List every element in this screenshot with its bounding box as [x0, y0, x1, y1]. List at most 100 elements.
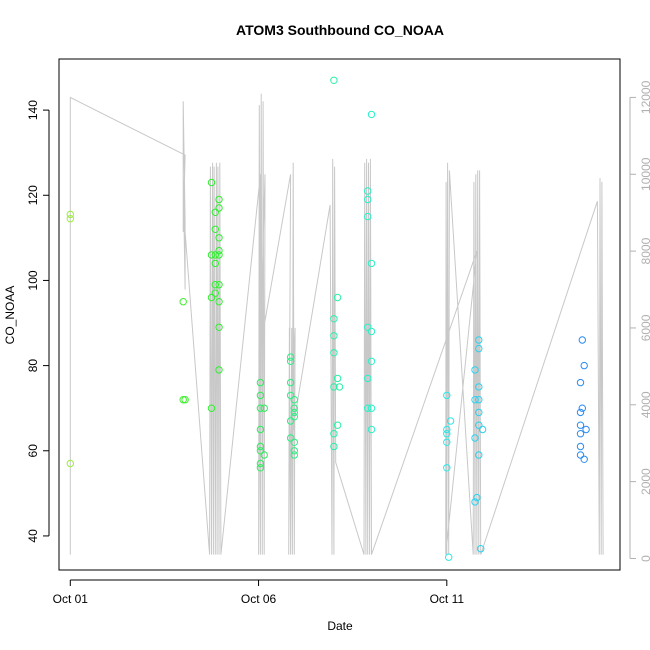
- data-point: [179, 298, 187, 306]
- data-point: [475, 383, 483, 391]
- data-point: [286, 417, 295, 425]
- data-point: [215, 246, 223, 255]
- data-point: [215, 234, 223, 242]
- data-point: [260, 404, 268, 412]
- data-point: [333, 421, 342, 429]
- plot-frame: [58, 58, 621, 571]
- data-point: [473, 493, 481, 502]
- data-point: [475, 396, 483, 404]
- data-point: [66, 210, 75, 219]
- data-point: [330, 383, 338, 391]
- data-point: [367, 404, 376, 412]
- data-point: [215, 281, 223, 289]
- data-point: [578, 336, 586, 344]
- x-tick-label: Oct 06: [241, 592, 277, 606]
- data-point: [256, 378, 265, 387]
- data-point: [256, 404, 265, 412]
- data-point: [477, 545, 485, 553]
- data-point: [256, 391, 265, 400]
- data-point: [211, 281, 220, 289]
- data-point: [576, 408, 585, 417]
- data-point: [207, 293, 216, 302]
- data-point: [367, 110, 376, 119]
- data-point: [179, 396, 187, 404]
- data-point: [286, 357, 295, 365]
- data-point: [330, 349, 338, 357]
- data-point: [260, 451, 268, 459]
- data-point: [582, 425, 590, 434]
- data-point: [580, 455, 588, 463]
- data-point: [290, 451, 298, 459]
- data-point: [290, 438, 298, 446]
- data-point: [211, 259, 220, 268]
- data-point: [290, 413, 298, 421]
- data-point: [576, 451, 585, 459]
- x-tick-label: Oct 11: [430, 592, 465, 606]
- data-point: [330, 315, 338, 323]
- data-point: [256, 442, 265, 451]
- data-point: [580, 361, 588, 370]
- data-point: [443, 464, 451, 472]
- data-point: [66, 215, 75, 223]
- data-point: [364, 404, 372, 412]
- data-point: [576, 430, 585, 438]
- data-point: [207, 178, 216, 187]
- y2-tick-label: 4000: [639, 391, 650, 418]
- y-tick-label: 140: [26, 100, 40, 120]
- data-point: [211, 225, 220, 234]
- data-point: [66, 459, 75, 468]
- data-point: [207, 251, 216, 259]
- y-tick-label: 80: [26, 359, 40, 373]
- data-point: [215, 366, 223, 374]
- data-point: [475, 451, 483, 459]
- data-point: [333, 293, 342, 302]
- data-point: [211, 289, 220, 297]
- y2-tick-label: 12000: [639, 80, 650, 114]
- data-point: [446, 417, 455, 425]
- data-point: [211, 251, 220, 259]
- data-point: [364, 212, 372, 221]
- altitude-trace-layer: [69, 93, 604, 555]
- data-point: [215, 204, 223, 212]
- data-point: [290, 447, 298, 455]
- data-point: [256, 447, 265, 455]
- data-point: [364, 323, 372, 331]
- data-point: [207, 404, 216, 412]
- data-point: [471, 498, 479, 506]
- data-point: [367, 259, 376, 268]
- y2-tick-label: 6000: [639, 314, 650, 341]
- data-point: [471, 396, 479, 404]
- data-point: [330, 442, 338, 451]
- data-point: [181, 396, 189, 404]
- data-point: [576, 442, 585, 451]
- data-point: [367, 327, 376, 336]
- data-point: [256, 459, 265, 468]
- y2-tick-label: 0: [639, 555, 650, 562]
- data-point: [286, 434, 295, 442]
- data-point: [290, 396, 298, 404]
- data-points-layer: [66, 76, 590, 561]
- altitude-line: [69, 93, 604, 555]
- data-point: [471, 434, 479, 442]
- data-point: [443, 425, 451, 434]
- data-point: [367, 425, 376, 434]
- data-point: [475, 344, 483, 353]
- y2-tick-label: 2000: [639, 468, 650, 495]
- data-point: [215, 195, 223, 204]
- data-point: [445, 553, 453, 561]
- data-point: [576, 378, 585, 387]
- y-tick-label: 100: [26, 270, 40, 290]
- data-point: [330, 76, 338, 85]
- data-point: [333, 374, 342, 383]
- data-point: [475, 408, 483, 417]
- data-point: [578, 404, 586, 412]
- data-point: [475, 421, 483, 429]
- data-point: [330, 332, 338, 340]
- data-point: [475, 336, 483, 344]
- data-point: [286, 353, 295, 361]
- data-point: [335, 383, 344, 391]
- data-point: [215, 251, 223, 259]
- data-point: [286, 391, 295, 400]
- data-point: [443, 438, 451, 446]
